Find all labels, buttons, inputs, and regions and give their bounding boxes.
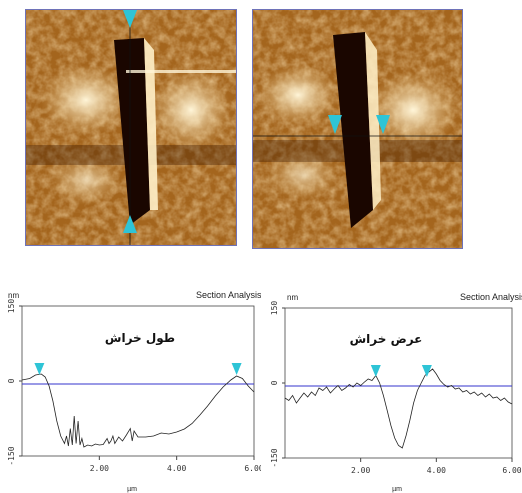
y-tick-label: -150 <box>270 448 279 467</box>
section-plot-left-svg: nm Section Analysis طول خراش 2.00 4.00 6.0… <box>7 290 261 493</box>
x-tick-label: 6.00 <box>502 466 521 475</box>
plot-frame <box>284 307 513 459</box>
cursor-marker <box>421 365 432 377</box>
profile-line <box>21 373 255 448</box>
profile-line <box>284 368 513 449</box>
y-unit-label: nm <box>8 291 19 300</box>
x-tick-label: 4.00 <box>167 464 186 473</box>
chart-title: Section Analysis <box>460 292 522 302</box>
y-tick-label: 150 <box>7 299 16 314</box>
y-tick-label: 150 <box>270 301 279 316</box>
section-plot-right-svg: nm Section Analysis عرض خراش 2.00 4.00 6.0… <box>270 292 522 493</box>
cursor-marker-bottom <box>123 215 137 233</box>
cursor-marker <box>34 363 45 375</box>
plot-frame <box>21 305 255 457</box>
chart-title: Section Analysis <box>196 290 261 300</box>
afm-image-right <box>252 9 463 249</box>
x-unit-label: µm <box>392 486 402 493</box>
cursor-marker <box>370 365 381 377</box>
cursor-marker-right <box>376 115 390 134</box>
y-unit-label: nm <box>287 293 298 302</box>
chart-annotation: طول خراش <box>105 331 175 346</box>
y-tick-label: -150 <box>7 446 16 465</box>
cursor-marker-top <box>123 10 137 28</box>
afm-image-left <box>25 9 237 246</box>
section-plot-left: nm Section Analysis طول خراش 2.00 4.00 6.0… <box>7 290 261 493</box>
y-tick-label: 0 <box>270 380 279 385</box>
x-tick-label: 2.00 <box>90 464 109 473</box>
cursor-marker <box>231 363 242 375</box>
x-tick-label: 4.00 <box>427 466 446 475</box>
cursor-marker-left <box>328 115 342 134</box>
chart-annotation: عرض خراش <box>350 332 423 346</box>
x-tick-label: 2.00 <box>351 466 370 475</box>
section-plot-right: nm Section Analysis عرض خراش 2.00 4.00 6.0… <box>261 0 522 493</box>
y-tick-label: 0 <box>7 378 16 383</box>
x-tick-label: 6.00 <box>244 464 261 473</box>
x-unit-label: µm <box>127 486 137 493</box>
